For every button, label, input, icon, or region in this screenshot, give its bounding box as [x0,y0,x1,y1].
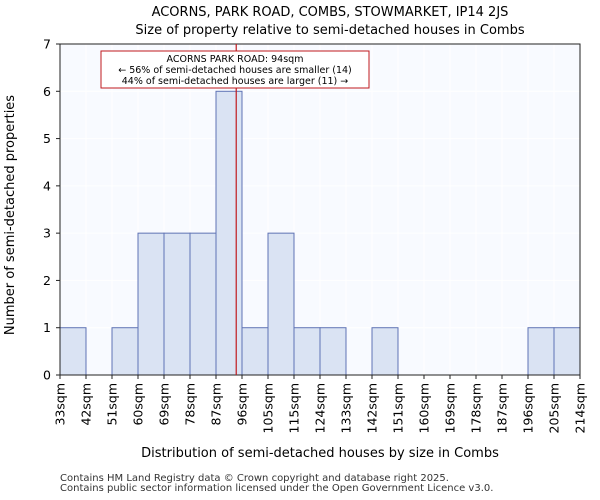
x-tick-label: 133sqm [339,383,354,433]
histogram-bar [527,327,555,376]
histogram-bar [553,327,581,376]
x-tick-label: 105sqm [261,383,276,433]
y-tick-label: 1 [43,320,51,335]
histogram-bar [267,232,295,376]
histogram-bar [111,327,139,376]
x-tick-label: 115sqm [287,383,302,433]
x-tick-label: 187sqm [495,383,510,433]
x-axis-ticks: 33sqm 42sqm 51sqm 60sqm 69sqm 78sqm 87sqm 96sqm… [53,375,588,433]
x-tick-label: 151sqm [391,383,406,433]
annotation-box [100,50,370,89]
y-tick-label: 3 [43,226,51,241]
x-tick-label: 33sqm [53,383,68,426]
x-tick-label: 214sqm [573,383,588,433]
histogram-bar [59,327,87,376]
footer-line-2: Contains public sector information licen… [60,483,494,494]
x-tick-label: 69sqm [157,383,172,426]
y-tick-label: 6 [43,84,51,99]
histogram-bar [163,232,191,376]
y-tick-label: 2 [43,273,51,288]
y-axis-ticks: 0 1 2 3 4 5 6 7 [43,37,60,383]
y-axis-label: Number of semi-detached properties [3,95,18,335]
histogram-bar [241,327,269,376]
y-tick-label: 0 [43,368,51,383]
x-tick-label: 196sqm [521,383,536,433]
histogram-bar [137,232,165,376]
histogram-bar [293,327,321,376]
x-tick-label: 205sqm [547,383,562,433]
annotation-smaller: ← 56% of semi-detached houses are smalle… [118,65,352,76]
x-tick-label: 60sqm [131,383,146,426]
chart-subtitle: Size of property relative to semi-detach… [135,23,524,38]
x-tick-label: 124sqm [313,383,328,433]
x-tick-label: 169sqm [443,383,458,433]
y-tick-label: 5 [43,131,51,146]
x-tick-label: 142sqm [365,383,380,433]
x-tick-label: 78sqm [183,383,198,426]
annotation-larger: 44% of semi-detached houses are larger (… [122,76,349,87]
x-tick-label: 96sqm [235,383,250,426]
x-tick-label: 87sqm [209,383,224,426]
bars [59,90,581,376]
x-tick-label: 51sqm [105,383,120,426]
histogram-bar [319,327,347,376]
y-tick-label: 7 [43,37,51,52]
y-tick-label: 4 [43,178,51,193]
histogram-bar [371,327,399,376]
footer-line-1: Contains HM Land Registry data © Crown c… [60,473,449,484]
x-axis-label: Distribution of semi-detached houses by … [141,446,499,461]
x-tick-label: 42sqm [79,383,94,426]
histogram-bar [215,90,243,376]
histogram-bar [189,232,217,376]
annotation-title: ACORNS PARK ROAD: 94sqm [167,54,304,65]
chart-title: ACORNS, PARK ROAD, COMBS, STOWMARKET, IP… [152,5,509,20]
x-tick-label: 160sqm [417,383,432,433]
x-tick-label: 178sqm [469,383,484,433]
